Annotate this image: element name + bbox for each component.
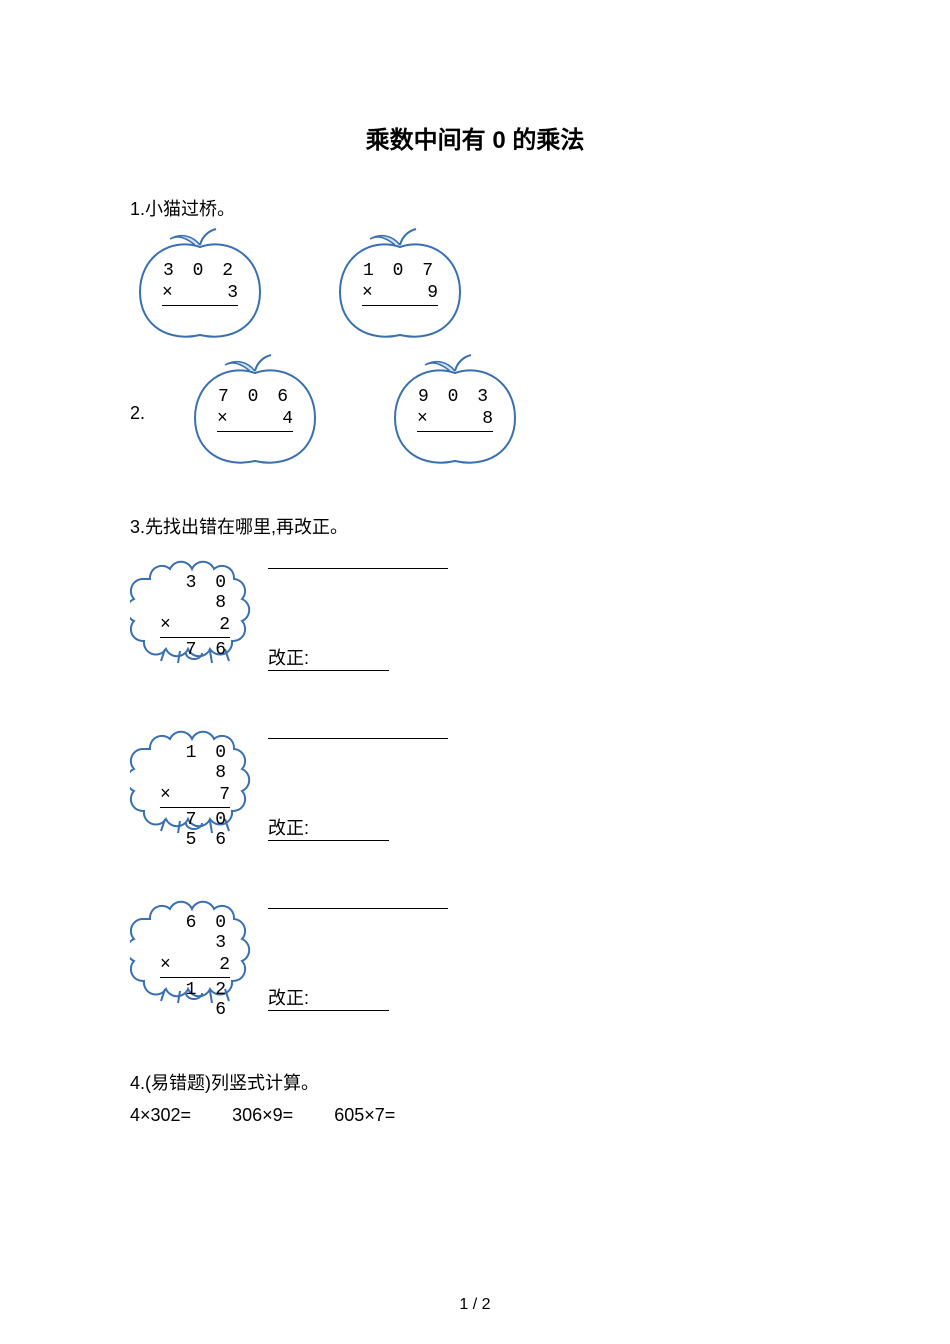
- correction-box[interactable]: 改正:: [268, 908, 448, 1009]
- multiplier-row: ×8: [417, 409, 493, 432]
- wrong-calc: 6 0 3 ×2 1 2 6: [160, 913, 230, 1020]
- equation: 605×7=: [334, 1105, 395, 1126]
- multiplier: 4: [282, 409, 293, 429]
- worksheet-page: 乘数中间有 0 的乘法 1.小猫过桥。 3 0 2 ×3 1 0 7 ×9 2.: [0, 0, 950, 1344]
- question-4-label: 4.(易错题)列竖式计算。: [130, 1069, 820, 1095]
- correction-label: 改正:: [268, 644, 389, 671]
- multiplier: 9: [427, 283, 438, 303]
- wrong-answer: 1 2 6: [160, 980, 230, 1020]
- multiplicand: 1 0 8: [160, 743, 230, 783]
- multiplicand: 9 0 3: [385, 387, 525, 407]
- multiplier: 3: [227, 283, 238, 303]
- multiplicand: 3 0 2: [130, 261, 270, 281]
- sheep-problem: 3 0 8 ×2 7 6: [130, 549, 260, 669]
- apple-problem: 7 0 6 ×4: [185, 353, 325, 473]
- apple-problem: 9 0 3 ×8: [385, 353, 525, 473]
- multiplier-row: ×3: [162, 283, 238, 306]
- multiplier-row: ×4: [217, 409, 293, 432]
- apple-problem: 1 0 7 ×9: [330, 227, 470, 347]
- error-correction-item: 1 0 8 ×7 7 0 5 6 改正:: [130, 719, 820, 839]
- error-correction-item: 3 0 8 ×2 7 6 改正:: [130, 549, 820, 669]
- question-2-label: 2.: [130, 403, 145, 424]
- equation: 306×9=: [232, 1105, 293, 1126]
- apple-row-2: 2. 7 0 6 ×4 9 0 3 ×8: [130, 353, 820, 473]
- multiplier: 2: [219, 955, 230, 975]
- multiplicand: 7 0 6: [185, 387, 325, 407]
- correction-box[interactable]: 改正:: [268, 738, 448, 839]
- wrong-answer: 7 6: [160, 640, 230, 660]
- question-1-label: 1.小猫过桥。: [130, 195, 820, 221]
- wrong-answer: 7 0 5 6: [160, 810, 230, 850]
- multiplier-row: ×9: [362, 283, 438, 306]
- page-number: 1 / 2: [0, 1296, 950, 1314]
- apple-row-1: 3 0 2 ×3 1 0 7 ×9: [130, 227, 820, 347]
- correction-label: 改正:: [268, 984, 389, 1011]
- sheep-problem: 1 0 8 ×7 7 0 5 6: [130, 719, 260, 839]
- apple-problem: 3 0 2 ×3: [130, 227, 270, 347]
- multiplier: 2: [219, 615, 230, 635]
- correction-label: 改正:: [268, 814, 389, 841]
- multiplicand: 3 0 8: [160, 573, 230, 613]
- wrong-calc: 1 0 8 ×7 7 0 5 6: [160, 743, 230, 850]
- multiplicand: 1 0 7: [330, 261, 470, 281]
- equation: 4×302=: [130, 1105, 191, 1126]
- correction-box[interactable]: 改正:: [268, 568, 448, 669]
- q4-equations: 4×302= 306×9= 605×7=: [130, 1105, 820, 1126]
- multiplicand: 6 0 3: [160, 913, 230, 953]
- wrong-calc: 3 0 8 ×2 7 6: [160, 573, 230, 660]
- question-3-label: 3.先找出错在哪里,再改正。: [130, 513, 820, 539]
- error-correction-item: 6 0 3 ×2 1 2 6 改正:: [130, 889, 820, 1009]
- multiplier: 8: [482, 409, 493, 429]
- page-title: 乘数中间有 0 的乘法: [130, 120, 820, 155]
- multiplier: 7: [219, 785, 230, 805]
- sheep-problem: 6 0 3 ×2 1 2 6: [130, 889, 260, 1009]
